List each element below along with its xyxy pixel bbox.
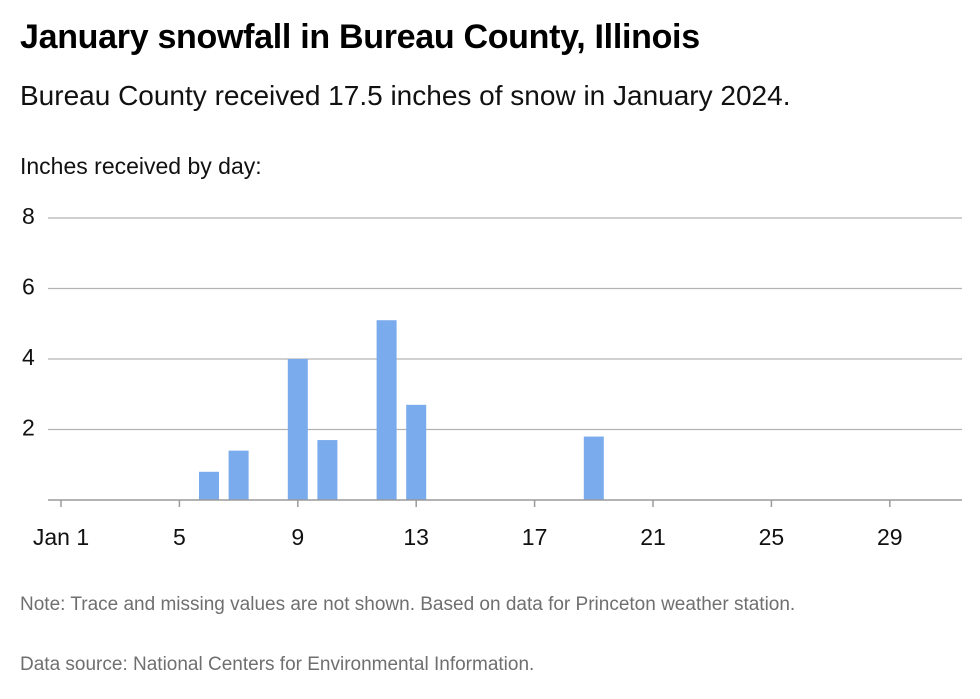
y-tick-label: 2 (22, 415, 35, 441)
x-tick-label: 25 (759, 524, 785, 550)
chart-title: January snowfall in Bureau County, Illin… (20, 18, 700, 56)
x-tick-label: Jan 1 (33, 524, 89, 550)
x-tick-label: 29 (877, 524, 903, 550)
bar (583, 436, 604, 500)
bar (287, 359, 308, 500)
bar (228, 450, 249, 500)
x-tick-label: 9 (291, 524, 304, 550)
chart-note: Note: Trace and missing values are not s… (20, 594, 796, 615)
bar (317, 440, 338, 500)
y-tick-labels: 2 4 6 8 (22, 203, 35, 441)
chart-subtitle: Bureau County received 17.5 inches of sn… (20, 80, 791, 111)
y-tick-label: 6 (22, 274, 35, 300)
data-source: Data source: National Centers for Enviro… (20, 654, 535, 675)
bar (376, 320, 397, 500)
bar (406, 404, 427, 500)
x-tick-label: 5 (173, 524, 186, 550)
x-tick-label: 21 (640, 524, 666, 550)
x-tick-label: 17 (522, 524, 548, 550)
y-tick-label: 8 (22, 203, 35, 229)
y-tick-label: 4 (22, 344, 35, 370)
gridlines (48, 217, 962, 431)
bar (199, 471, 219, 500)
bars (199, 320, 604, 500)
y-axis-label: Inches received by day: (20, 153, 262, 179)
x-tick-label: 13 (403, 524, 429, 550)
x-axis: Jan 1 5 9 13 17 21 25 29 (33, 499, 962, 550)
bar-chart: 2 4 6 8 Jan 1 5 9 13 17 21 25 29 (22, 203, 962, 550)
